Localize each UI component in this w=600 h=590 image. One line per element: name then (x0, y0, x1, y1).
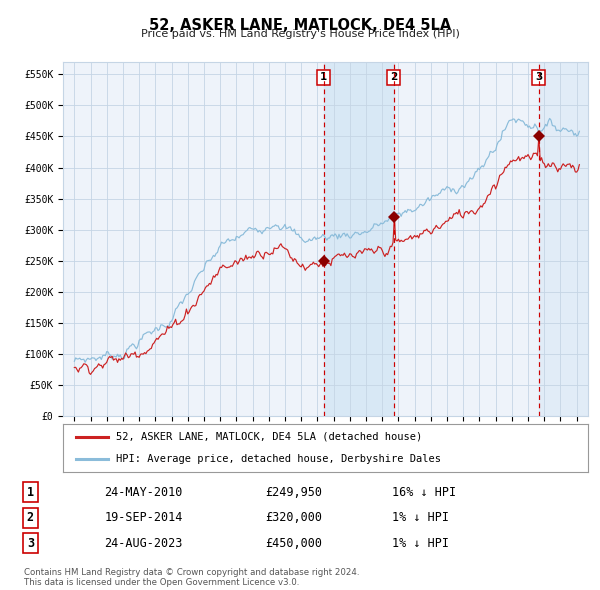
Text: 1% ↓ HPI: 1% ↓ HPI (392, 511, 449, 525)
Text: 19-SEP-2014: 19-SEP-2014 (104, 511, 182, 525)
Text: 1% ↓ HPI: 1% ↓ HPI (392, 537, 449, 550)
Text: 24-MAY-2010: 24-MAY-2010 (104, 486, 182, 499)
Text: 2: 2 (390, 73, 398, 83)
Text: 1: 1 (27, 486, 34, 499)
Text: 52, ASKER LANE, MATLOCK, DE4 5LA: 52, ASKER LANE, MATLOCK, DE4 5LA (149, 18, 451, 32)
Text: 1: 1 (320, 73, 327, 83)
Text: £320,000: £320,000 (265, 511, 322, 525)
Text: £249,950: £249,950 (265, 486, 322, 499)
Text: 24-AUG-2023: 24-AUG-2023 (104, 537, 182, 550)
Text: HPI: Average price, detached house, Derbyshire Dales: HPI: Average price, detached house, Derb… (115, 454, 440, 464)
Text: 16% ↓ HPI: 16% ↓ HPI (392, 486, 456, 499)
Bar (323, 62, 394, 416)
Text: 52, ASKER LANE, MATLOCK, DE4 5LA (detached house): 52, ASKER LANE, MATLOCK, DE4 5LA (detach… (115, 432, 422, 442)
Text: 2: 2 (27, 511, 34, 525)
Bar (539, 62, 593, 416)
Text: Contains HM Land Registry data © Crown copyright and database right 2024.: Contains HM Land Registry data © Crown c… (24, 568, 359, 576)
Text: 3: 3 (27, 537, 34, 550)
Text: This data is licensed under the Open Government Licence v3.0.: This data is licensed under the Open Gov… (24, 578, 299, 587)
Text: £450,000: £450,000 (265, 537, 322, 550)
Text: Price paid vs. HM Land Registry's House Price Index (HPI): Price paid vs. HM Land Registry's House … (140, 29, 460, 39)
Text: 3: 3 (535, 73, 542, 83)
